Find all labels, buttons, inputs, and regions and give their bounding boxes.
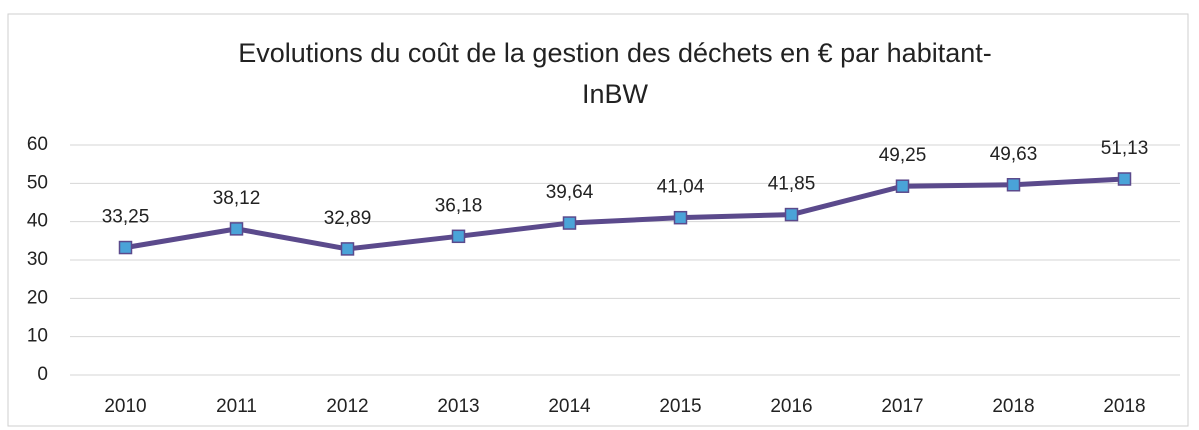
data-line <box>125 176 1125 252</box>
marker <box>1006 178 1021 192</box>
marker <box>895 179 910 193</box>
data-label: 38,12 <box>213 188 261 209</box>
marker <box>118 240 133 255</box>
y-tick-label: 10 <box>27 326 48 347</box>
marker <box>784 207 799 222</box>
chart-border <box>7 13 1189 427</box>
marker <box>451 229 466 244</box>
x-tick-label: 2010 <box>104 396 146 417</box>
y-tick-label: 20 <box>27 287 48 308</box>
marker <box>229 222 244 236</box>
data-label: 51,13 <box>1101 138 1149 159</box>
data-label: 32,89 <box>324 208 372 229</box>
marker <box>562 216 577 230</box>
x-tick-label: 2011 <box>216 396 257 417</box>
x-tick-label: 2016 <box>770 396 812 417</box>
y-tick-label: 60 <box>27 134 48 155</box>
data-label: 41,04 <box>657 177 705 198</box>
chart-title: Evolutions du coût de la gestion des déc… <box>238 38 992 68</box>
x-tick-label: 2018 <box>1103 396 1145 417</box>
data-label: 39,64 <box>546 182 594 203</box>
x-tick-label: 2018 <box>992 396 1034 417</box>
y-tick-label: 50 <box>27 172 48 193</box>
x-tick-label: 2015 <box>659 396 701 417</box>
y-tick-label: 0 <box>37 364 48 385</box>
chart-title: InBW <box>582 79 649 109</box>
data-label: 49,25 <box>879 145 927 166</box>
data-label: 36,18 <box>435 195 483 216</box>
data-label: 41,85 <box>768 174 816 195</box>
marker <box>1117 172 1132 186</box>
x-tick-label: 2012 <box>326 396 368 417</box>
marker <box>340 242 355 256</box>
x-tick-label: 2013 <box>437 396 479 417</box>
marker <box>673 210 688 225</box>
x-tick-label: 2017 <box>881 396 923 417</box>
data-label: 33,25 <box>102 207 150 228</box>
y-tick-label: 40 <box>27 211 48 232</box>
x-tick-label: 2014 <box>548 396 591 417</box>
y-tick-label: 30 <box>27 249 48 270</box>
data-label: 49,63 <box>990 144 1038 165</box>
